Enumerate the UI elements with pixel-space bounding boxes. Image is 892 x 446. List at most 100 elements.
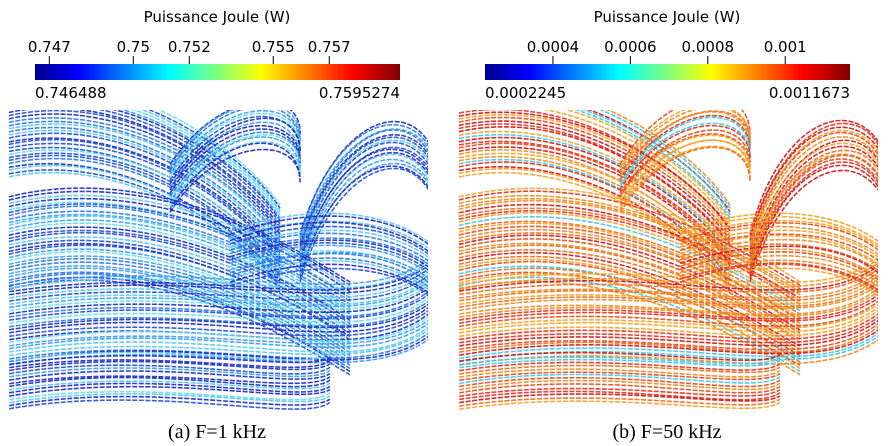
streamline [458, 222, 801, 318]
streamline [8, 262, 428, 290]
streamline [458, 280, 801, 376]
streamline [619, 133, 751, 197]
streamline [169, 148, 301, 213]
streamline [679, 262, 878, 291]
streamline [619, 110, 751, 165]
streamline [8, 332, 428, 360]
tick-label: 0.0008 [682, 38, 735, 56]
streamline [229, 229, 428, 259]
streamline [8, 219, 351, 315]
streamline [458, 187, 801, 283]
streamline [749, 154, 878, 270]
streamline [8, 273, 351, 370]
streamline [619, 122, 751, 188]
streamline [8, 375, 331, 385]
streamline [563, 110, 731, 222]
streamline [458, 116, 731, 238]
streamline [299, 148, 428, 264]
streamline [169, 141, 301, 207]
streamline [8, 271, 351, 366]
streamline [8, 194, 351, 290]
tick-label: 0.752 [168, 38, 211, 56]
streamline [8, 271, 428, 300]
streamline [299, 153, 428, 270]
streamline [458, 281, 878, 309]
streamline [8, 187, 351, 283]
streamline [458, 265, 878, 293]
streamline [458, 238, 801, 334]
streamline [169, 134, 301, 201]
streamline [458, 356, 781, 366]
streamline [229, 252, 428, 284]
streamline [458, 358, 781, 369]
streamline [8, 120, 281, 241]
streamline [679, 245, 878, 274]
streamline [8, 390, 331, 401]
streamline [8, 385, 331, 398]
streamline [8, 250, 351, 347]
streamline [147, 110, 281, 209]
streamline [169, 136, 301, 204]
streamline [8, 395, 331, 407]
streamline [458, 338, 878, 367]
streamline [8, 290, 428, 319]
streamline [458, 242, 801, 338]
streamline [8, 367, 331, 379]
streamline [8, 157, 281, 280]
streamline [458, 220, 801, 315]
streamline [573, 110, 731, 219]
streamline [458, 297, 878, 325]
streamline [8, 222, 351, 318]
streamline [458, 371, 781, 382]
streamline [8, 190, 351, 286]
streamline [619, 139, 751, 207]
streamline [8, 274, 428, 303]
streamline [581, 110, 731, 216]
streamline [679, 238, 878, 268]
streamline [679, 263, 878, 294]
streamline [169, 128, 301, 194]
streamline [619, 110, 751, 178]
streamline [169, 112, 301, 178]
streamline [8, 113, 281, 235]
streamline [229, 257, 428, 288]
streamline [8, 210, 351, 306]
streamline [458, 397, 781, 408]
colorbar-max: 0.0011673 [769, 84, 850, 102]
streamline [458, 190, 801, 286]
streamline [679, 215, 878, 246]
caption: (a) F=1 kHz [168, 421, 266, 443]
streamline [749, 164, 878, 280]
streamline [299, 129, 428, 245]
colorbar-max: 0.7595274 [319, 84, 400, 102]
streamline [458, 335, 878, 363]
streamline [229, 242, 428, 271]
streamline [169, 117, 301, 185]
streamline [229, 225, 428, 255]
streamline [458, 232, 801, 328]
streamline [458, 277, 878, 306]
streamline [619, 146, 751, 213]
streamline [229, 212, 428, 243]
tick-label: 0.0004 [527, 38, 580, 56]
streamline [299, 158, 428, 274]
streamline [229, 220, 428, 249]
streamline [749, 131, 878, 248]
streamline [8, 393, 331, 404]
streamline [679, 212, 878, 243]
streamline [8, 354, 331, 366]
renders [8, 110, 878, 410]
streamline [8, 306, 428, 335]
streamline [8, 110, 281, 225]
streamline [749, 153, 878, 267]
streamline [679, 243, 878, 272]
streamline [619, 110, 751, 172]
streamline [679, 222, 878, 252]
streamline [112, 110, 281, 222]
streamline [8, 255, 351, 350]
streamline [229, 263, 428, 294]
streamline [229, 259, 428, 291]
streamline [8, 236, 351, 331]
streamline [598, 110, 731, 209]
streamline [619, 114, 751, 181]
